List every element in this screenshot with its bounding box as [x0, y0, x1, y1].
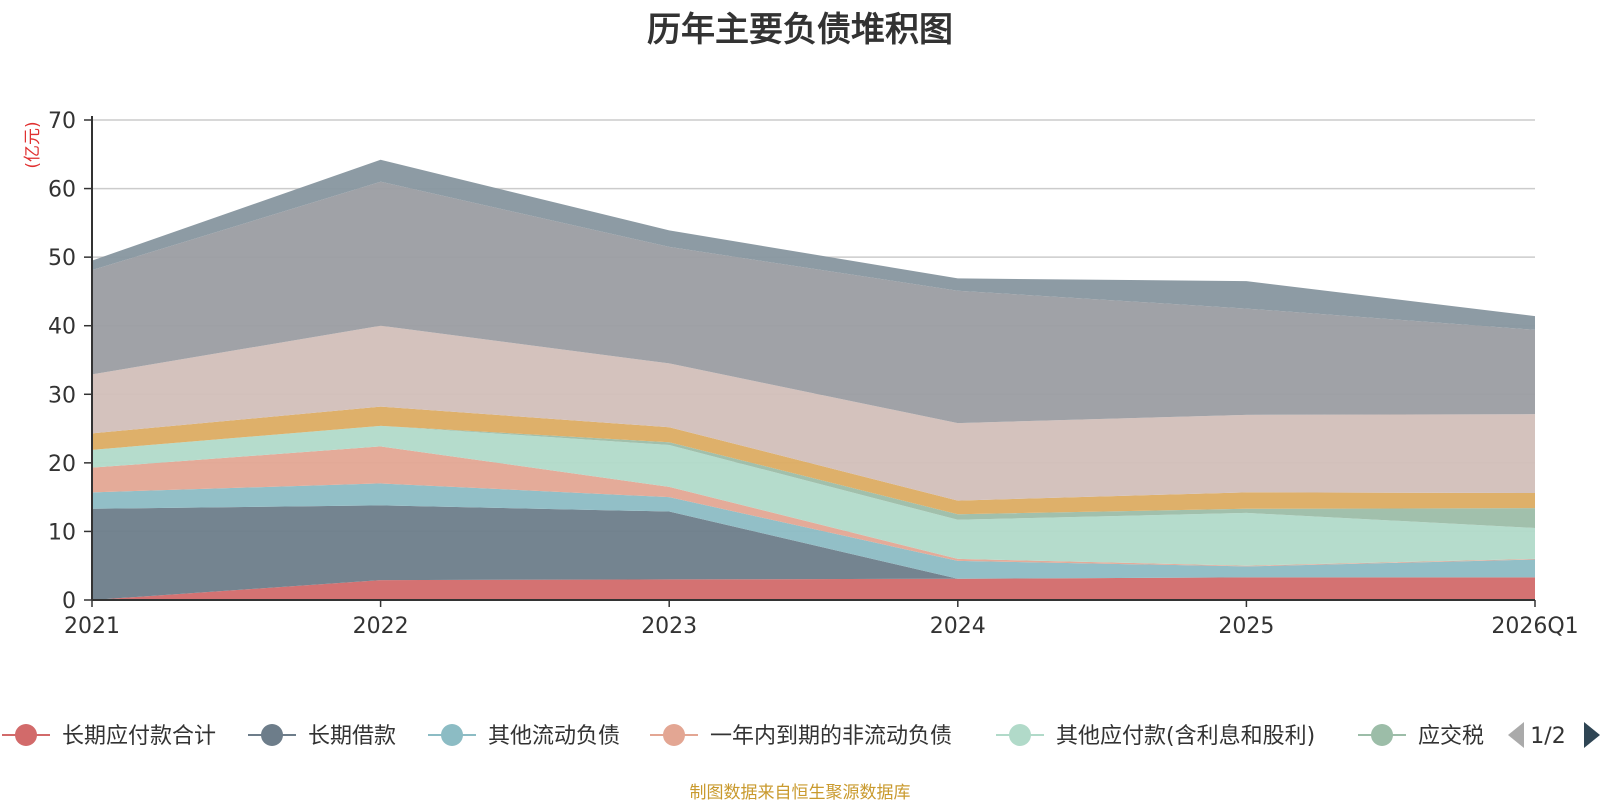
chart-title: 历年主要负债堆积图	[647, 10, 953, 50]
area-series-2	[92, 505, 1535, 600]
legend-page-indicator: 1/2	[1530, 724, 1565, 749]
legend-marker	[261, 724, 283, 746]
legend-marker	[1371, 724, 1393, 746]
area-series-5	[92, 425, 1535, 566]
axes: 0 10 20 30 40 50 60 70 2021 2022 2023 2024 2025 2026Q…	[48, 109, 1579, 639]
legend-label: 其他流动负债	[488, 724, 620, 749]
x-tick-label: 2026Q1	[1491, 614, 1578, 639]
area-series-9	[92, 181, 1535, 424]
y-tick-label: 50	[48, 246, 76, 271]
x-tick-label: 2021	[64, 614, 120, 639]
legend-next-icon[interactable]	[1584, 722, 1600, 748]
area-series-3	[92, 483, 1535, 579]
legend-label: 长期借款	[308, 724, 396, 749]
area-series-7	[92, 406, 1535, 515]
x-tick-label: 2024	[930, 614, 986, 639]
legend-item[interactable]: 长期应付款合计	[2, 724, 216, 749]
source-note: 制图数据来自恒生聚源数据库	[689, 783, 911, 803]
y-tick-label: 20	[48, 452, 76, 477]
legend-item[interactable]: 一年内到期的非流动负债	[650, 724, 952, 749]
y-tick-label: 70	[48, 109, 76, 134]
legend-label: 其他应付款(含利息和股利)	[1056, 724, 1315, 749]
area-series-1	[92, 577, 1535, 600]
y-tick-label: 0	[62, 589, 76, 614]
legend-marker	[663, 724, 685, 746]
legend-item[interactable]: 其他应付款(含利息和股利)	[996, 724, 1315, 749]
y-tick-label: 40	[48, 315, 76, 340]
legend-prev-icon[interactable]	[1508, 722, 1524, 748]
legend-item[interactable]: 其他流动负债	[428, 724, 620, 749]
legend-marker	[441, 724, 463, 746]
x-tick-label: 2022	[353, 614, 409, 639]
x-tick-label: 2023	[641, 614, 697, 639]
y-tick-label: 10	[48, 520, 76, 545]
legend-label: 一年内到期的非流动负债	[710, 724, 952, 749]
legend-item[interactable]: 应交税	[1358, 724, 1484, 749]
x-tick-label: 2025	[1218, 614, 1274, 639]
y-tick-label: 60	[48, 178, 76, 203]
y-tick-label: 30	[48, 383, 76, 408]
area-series-6	[92, 425, 1535, 528]
area-series-4	[92, 446, 1535, 567]
legend-marker	[1009, 724, 1031, 746]
legend: 长期应付款合计 长期借款 其他流动负债 一年内到期的非流动负债 其他应付款(含利息和股利…	[2, 724, 1484, 749]
y-axis-unit-label: (亿元)	[23, 121, 43, 168]
legend-item[interactable]: 长期借款	[248, 724, 396, 749]
legend-marker	[15, 724, 37, 746]
legend-label: 应交税	[1418, 724, 1484, 749]
area-series-8	[92, 325, 1535, 501]
legend-label: 长期应付款合计	[62, 724, 216, 749]
area-series-10	[92, 159, 1535, 330]
legend-pager: 1/2	[1508, 722, 1600, 749]
area-series	[92, 159, 1535, 600]
